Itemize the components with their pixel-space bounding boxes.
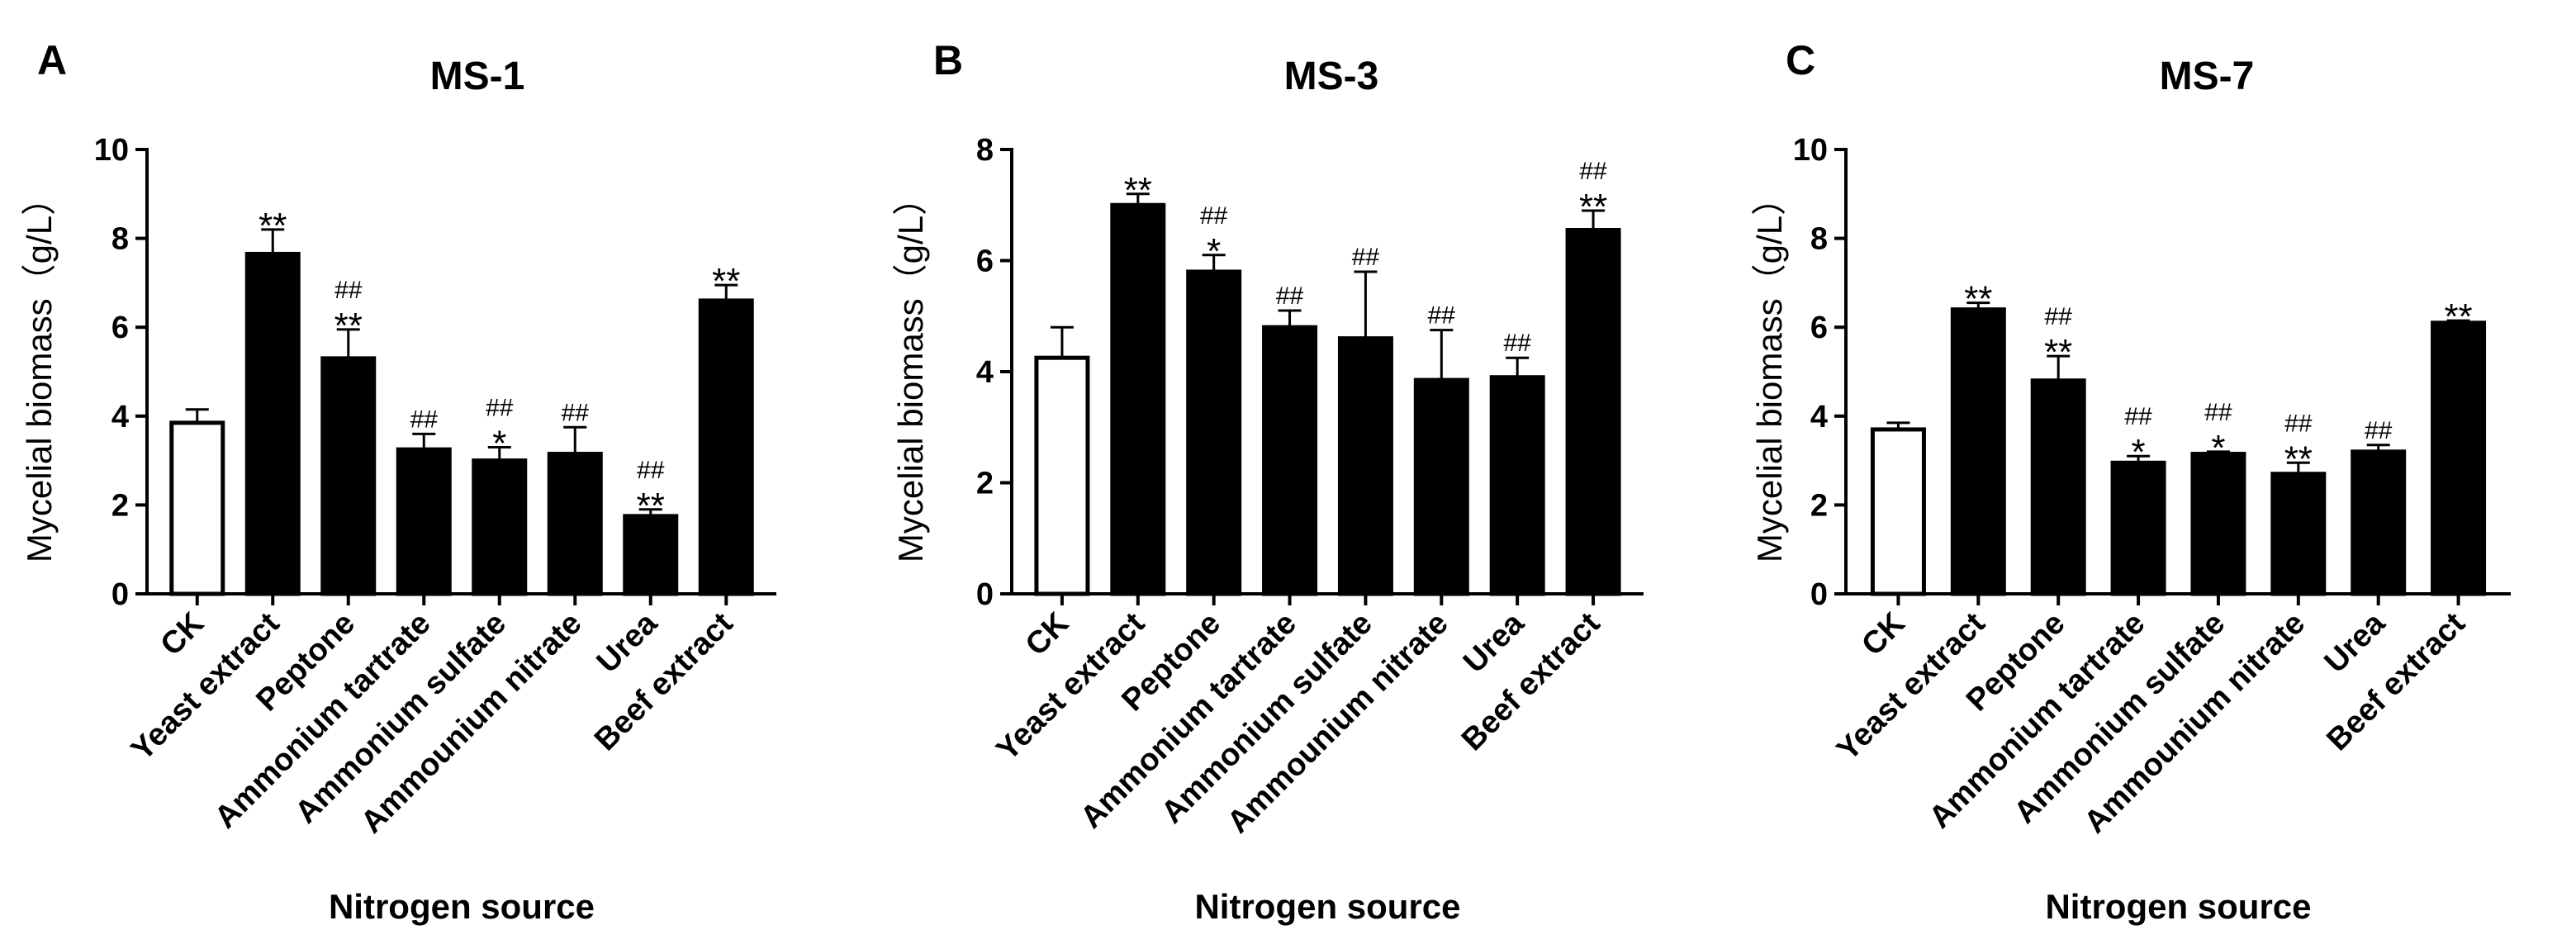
y-tick-label: 2 [111, 488, 129, 523]
significance-hashes: ## [2284, 410, 2313, 437]
y-tick-label: 4 [976, 355, 994, 390]
significance-stars: ** [1964, 279, 1992, 320]
y-tick-label: 6 [1810, 311, 1828, 345]
y-axis-title: Mycelial biomass（g/L） [20, 181, 59, 562]
bar [547, 452, 603, 596]
y-tick-label: 8 [1810, 222, 1828, 257]
significance-hashes: ## [2045, 303, 2073, 330]
significance-hashes: ## [410, 406, 439, 433]
significance-stars: * [2132, 432, 2146, 472]
significance-stars: * [2211, 428, 2225, 468]
significance-hashes: ## [637, 457, 665, 484]
significance-stars: ** [2444, 297, 2472, 337]
bar [2351, 449, 2407, 596]
bar [1565, 228, 1621, 596]
chart-title: MS-1 [430, 55, 525, 98]
y-tick-label: 0 [1810, 577, 1828, 612]
bar [1186, 269, 1242, 596]
significance-hashes: ## [486, 394, 514, 421]
significance-hashes: ## [1428, 302, 1456, 330]
bar [396, 447, 452, 596]
significance-stars: ** [637, 486, 665, 526]
x-tick-label: CK [154, 605, 211, 662]
y-tick-label: 6 [976, 244, 994, 279]
bar [2431, 320, 2487, 596]
x-tick-label: Urea [2318, 605, 2393, 680]
significance-stars: ** [334, 306, 363, 346]
significance-hashes: ## [1579, 158, 1607, 185]
y-tick-label: 2 [976, 467, 994, 501]
bar [169, 420, 225, 596]
y-tick-label: 0 [976, 577, 994, 612]
x-axis-title: Nitrogen source [2045, 887, 2311, 926]
panel-letter: A [37, 37, 67, 83]
significance-stars: * [1207, 231, 1221, 272]
bar [472, 458, 528, 596]
chart-title: MS-7 [2160, 55, 2255, 98]
y-tick-label: 2 [1810, 488, 1828, 523]
y-tick-label: 6 [111, 311, 129, 345]
significance-hashes: ## [1200, 202, 1228, 230]
bar [1262, 325, 1318, 596]
significance-hashes: ## [2365, 417, 2393, 444]
x-axis-title: Nitrogen source [329, 887, 595, 926]
x-axis-title: Nitrogen source [1194, 887, 1460, 926]
bar [1413, 377, 1469, 596]
bar [1337, 336, 1393, 596]
bar [1950, 307, 2006, 596]
bar [2110, 460, 2166, 596]
significance-hashes: ## [1276, 282, 1304, 310]
bar [2270, 472, 2327, 596]
y-tick-label: 10 [1793, 133, 1828, 168]
x-tick-label: CK [1019, 605, 1076, 662]
bar [2030, 378, 2086, 596]
bar [2190, 452, 2246, 596]
y-tick-label: 8 [976, 133, 994, 168]
panel-letter: B [933, 37, 963, 83]
y-tick-label: 8 [111, 222, 129, 257]
significance-hashes: ## [2124, 403, 2152, 430]
bar [1870, 427, 1926, 596]
bar [698, 298, 754, 596]
chart-title: MS-3 [1284, 55, 1379, 98]
significance-hashes: ## [1504, 330, 1532, 357]
y-axis-title: Mycelial biomass（g/L） [891, 181, 930, 562]
significance-hashes: ## [562, 399, 590, 426]
y-tick-label: 4 [111, 400, 129, 434]
y-tick-label: 10 [94, 133, 129, 168]
y-tick-label: 0 [111, 577, 129, 612]
bar [1034, 355, 1090, 596]
panel-letter: C [1786, 37, 1815, 83]
significance-hashes: ## [2204, 399, 2232, 426]
significance-stars: ** [259, 206, 287, 246]
bar [1489, 375, 1545, 596]
bar [244, 251, 301, 596]
y-tick-label: 4 [1810, 400, 1828, 434]
bar [1110, 202, 1166, 596]
x-tick-label: CK [1855, 605, 1912, 662]
significance-stars: ** [1124, 170, 1152, 211]
x-tick-label: Beef extract [588, 605, 740, 757]
significance-hashes: ## [334, 277, 363, 304]
significance-hashes: ## [1352, 244, 1380, 271]
significance-stars: ** [712, 261, 740, 301]
bar [623, 514, 679, 596]
x-tick-label: Beef extract [2320, 605, 2472, 757]
bar [320, 356, 377, 596]
significance-stars: * [492, 423, 506, 463]
y-axis-title: Mycelial biomass（g/L） [1750, 181, 1789, 562]
x-tick-label: Beef extract [1455, 605, 1607, 757]
significance-stars: ** [2044, 332, 2072, 372]
significance-stars: ** [2284, 439, 2313, 479]
significance-stars: ** [1579, 187, 1607, 227]
